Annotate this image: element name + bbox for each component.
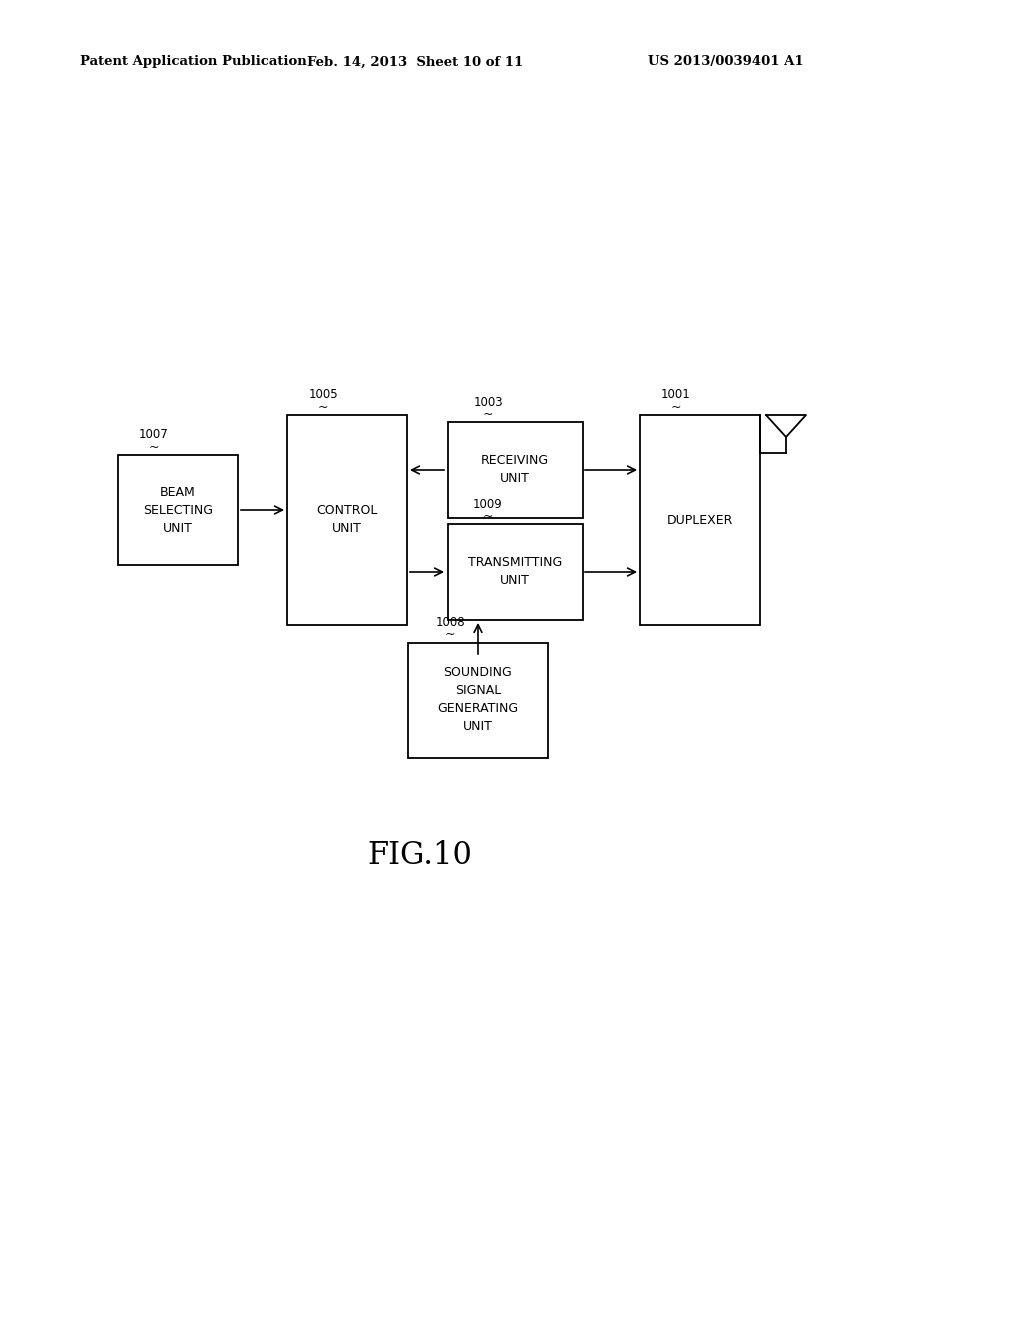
Text: ~: ~	[148, 441, 160, 454]
Text: CONTROL
UNIT: CONTROL UNIT	[316, 504, 378, 536]
Text: RECEIVING
UNIT: RECEIVING UNIT	[481, 454, 549, 486]
Text: US 2013/0039401 A1: US 2013/0039401 A1	[648, 55, 804, 69]
Text: SOUNDING
SIGNAL
GENERATING
UNIT: SOUNDING SIGNAL GENERATING UNIT	[437, 667, 518, 734]
Text: BEAM
SELECTING
UNIT: BEAM SELECTING UNIT	[143, 486, 213, 535]
Text: ~: ~	[671, 400, 681, 413]
Text: ~: ~	[317, 400, 329, 413]
Bar	[118, 455, 238, 565]
Text: 1005: 1005	[308, 388, 338, 401]
Bar	[640, 414, 760, 624]
Text: Patent Application Publication: Patent Application Publication	[80, 55, 307, 69]
Text: FIG.10: FIG.10	[368, 840, 472, 870]
Text: Feb. 14, 2013  Sheet 10 of 11: Feb. 14, 2013 Sheet 10 of 11	[307, 55, 523, 69]
Bar	[408, 643, 548, 758]
Bar	[447, 524, 583, 620]
Text: ~: ~	[482, 510, 494, 523]
Text: DUPLEXER: DUPLEXER	[667, 513, 733, 527]
Text: 1007: 1007	[139, 429, 169, 441]
Text: 1003: 1003	[473, 396, 503, 408]
Text: ~: ~	[482, 408, 494, 421]
Text: 1001: 1001	[662, 388, 691, 401]
Bar	[287, 414, 407, 624]
Text: 1009: 1009	[473, 498, 503, 511]
Text: TRANSMITTING
UNIT: TRANSMITTING UNIT	[468, 557, 562, 587]
Text: 1008: 1008	[435, 616, 465, 630]
Bar	[447, 422, 583, 517]
Text: ~: ~	[444, 628, 456, 642]
